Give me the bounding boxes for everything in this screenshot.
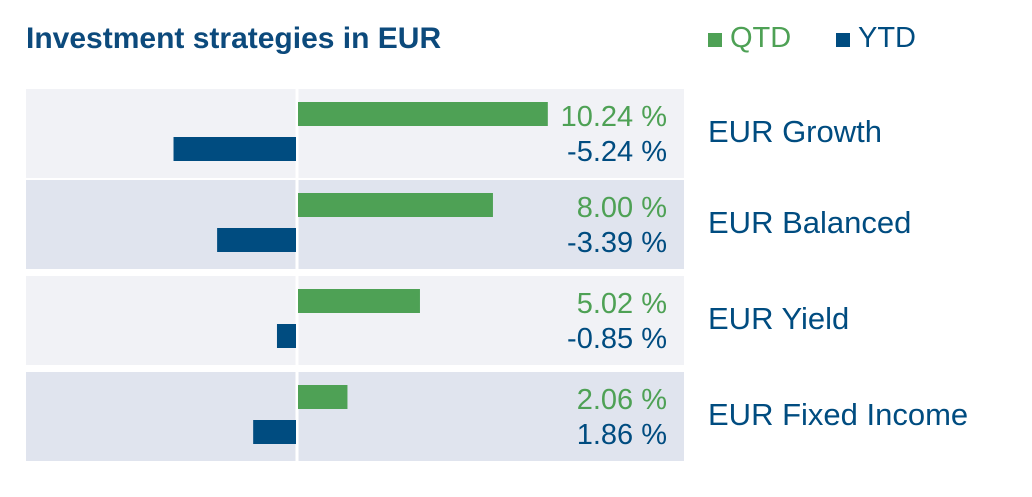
qtd-bar bbox=[298, 385, 348, 409]
category-label: EUR Growth bbox=[708, 114, 882, 149]
legend: QTD YTD bbox=[708, 22, 916, 54]
qtd-value-label: 10.24 % bbox=[561, 101, 667, 133]
qtd-value-label: 8.00 % bbox=[577, 192, 667, 224]
qtd-bar bbox=[298, 289, 420, 313]
qtd-value-label: 2.06 % bbox=[577, 384, 667, 416]
qtd-bar bbox=[298, 193, 493, 217]
legend-label: QTD bbox=[730, 22, 791, 54]
legend-swatch bbox=[708, 33, 722, 47]
category-label: EUR Yield bbox=[708, 301, 849, 336]
plot-labels: 10.24 % 8.00 % 5.02 % 2.06 % -5.24 % -3.39 % -… bbox=[561, 101, 969, 451]
ytd-value-label: -3.39 % bbox=[567, 227, 667, 259]
ytd-value-label: -0.85 % bbox=[567, 323, 667, 355]
row-band bbox=[26, 372, 684, 461]
plot-rows bbox=[26, 89, 684, 461]
ytd-value-label: -5.24 % bbox=[567, 136, 667, 168]
legend-label: YTD bbox=[858, 22, 916, 54]
qtd-value-label: 5.02 % bbox=[577, 288, 667, 320]
ytd-value-label: 1.86 % bbox=[577, 419, 667, 451]
ytd-bar bbox=[217, 228, 296, 252]
plot-bars bbox=[173, 102, 548, 444]
chart-title: Investment strategies in EUR bbox=[26, 22, 441, 55]
ytd-bar bbox=[173, 137, 296, 161]
ytd-bar bbox=[253, 420, 296, 444]
qtd-bar bbox=[298, 102, 548, 126]
ytd-bar bbox=[276, 324, 296, 348]
category-label: EUR Fixed Income bbox=[708, 397, 968, 432]
legend-swatch bbox=[836, 33, 850, 47]
category-label: EUR Balanced bbox=[708, 205, 911, 240]
